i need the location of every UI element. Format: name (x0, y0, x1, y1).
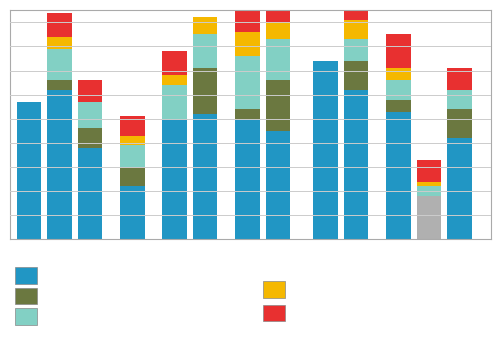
Bar (193, 68, 217, 114)
Bar (193, 35, 217, 68)
Bar (120, 116, 145, 136)
Bar (447, 138, 472, 239)
Bar (447, 90, 472, 109)
Bar (447, 109, 472, 138)
Bar (162, 51, 187, 75)
Bar (386, 100, 411, 111)
Bar (193, 114, 217, 239)
Bar (386, 80, 411, 100)
Bar (344, 61, 368, 90)
Bar (78, 80, 102, 102)
Bar (162, 75, 187, 85)
Bar (162, 85, 187, 119)
Bar (17, 102, 41, 239)
Bar (47, 80, 72, 90)
Bar (417, 186, 441, 196)
Bar (386, 35, 411, 68)
Bar (266, 80, 290, 131)
Bar (235, 109, 260, 119)
Bar (344, 20, 368, 39)
Bar (386, 111, 411, 239)
Bar (235, 32, 260, 56)
Bar (78, 102, 102, 129)
Bar (162, 119, 187, 239)
Bar (417, 196, 441, 239)
Bar (78, 129, 102, 148)
Bar (447, 68, 472, 90)
Bar (78, 148, 102, 239)
Bar (344, 90, 368, 239)
Bar (193, 17, 217, 35)
Bar (417, 182, 441, 186)
Bar (266, 131, 290, 239)
Bar (344, 39, 368, 61)
Bar (47, 37, 72, 49)
Bar (417, 160, 441, 182)
Bar (266, 39, 290, 80)
Bar (344, 0, 368, 20)
Bar (235, 56, 260, 109)
Bar (266, 0, 290, 22)
Bar (47, 49, 72, 80)
Bar (266, 22, 290, 39)
Bar (120, 186, 145, 239)
Bar (47, 13, 72, 37)
Bar (120, 136, 145, 145)
Bar (313, 61, 338, 239)
Bar (120, 145, 145, 167)
Bar (235, 0, 260, 32)
Bar (386, 68, 411, 80)
Bar (47, 90, 72, 239)
Bar (120, 167, 145, 186)
Bar (235, 119, 260, 239)
